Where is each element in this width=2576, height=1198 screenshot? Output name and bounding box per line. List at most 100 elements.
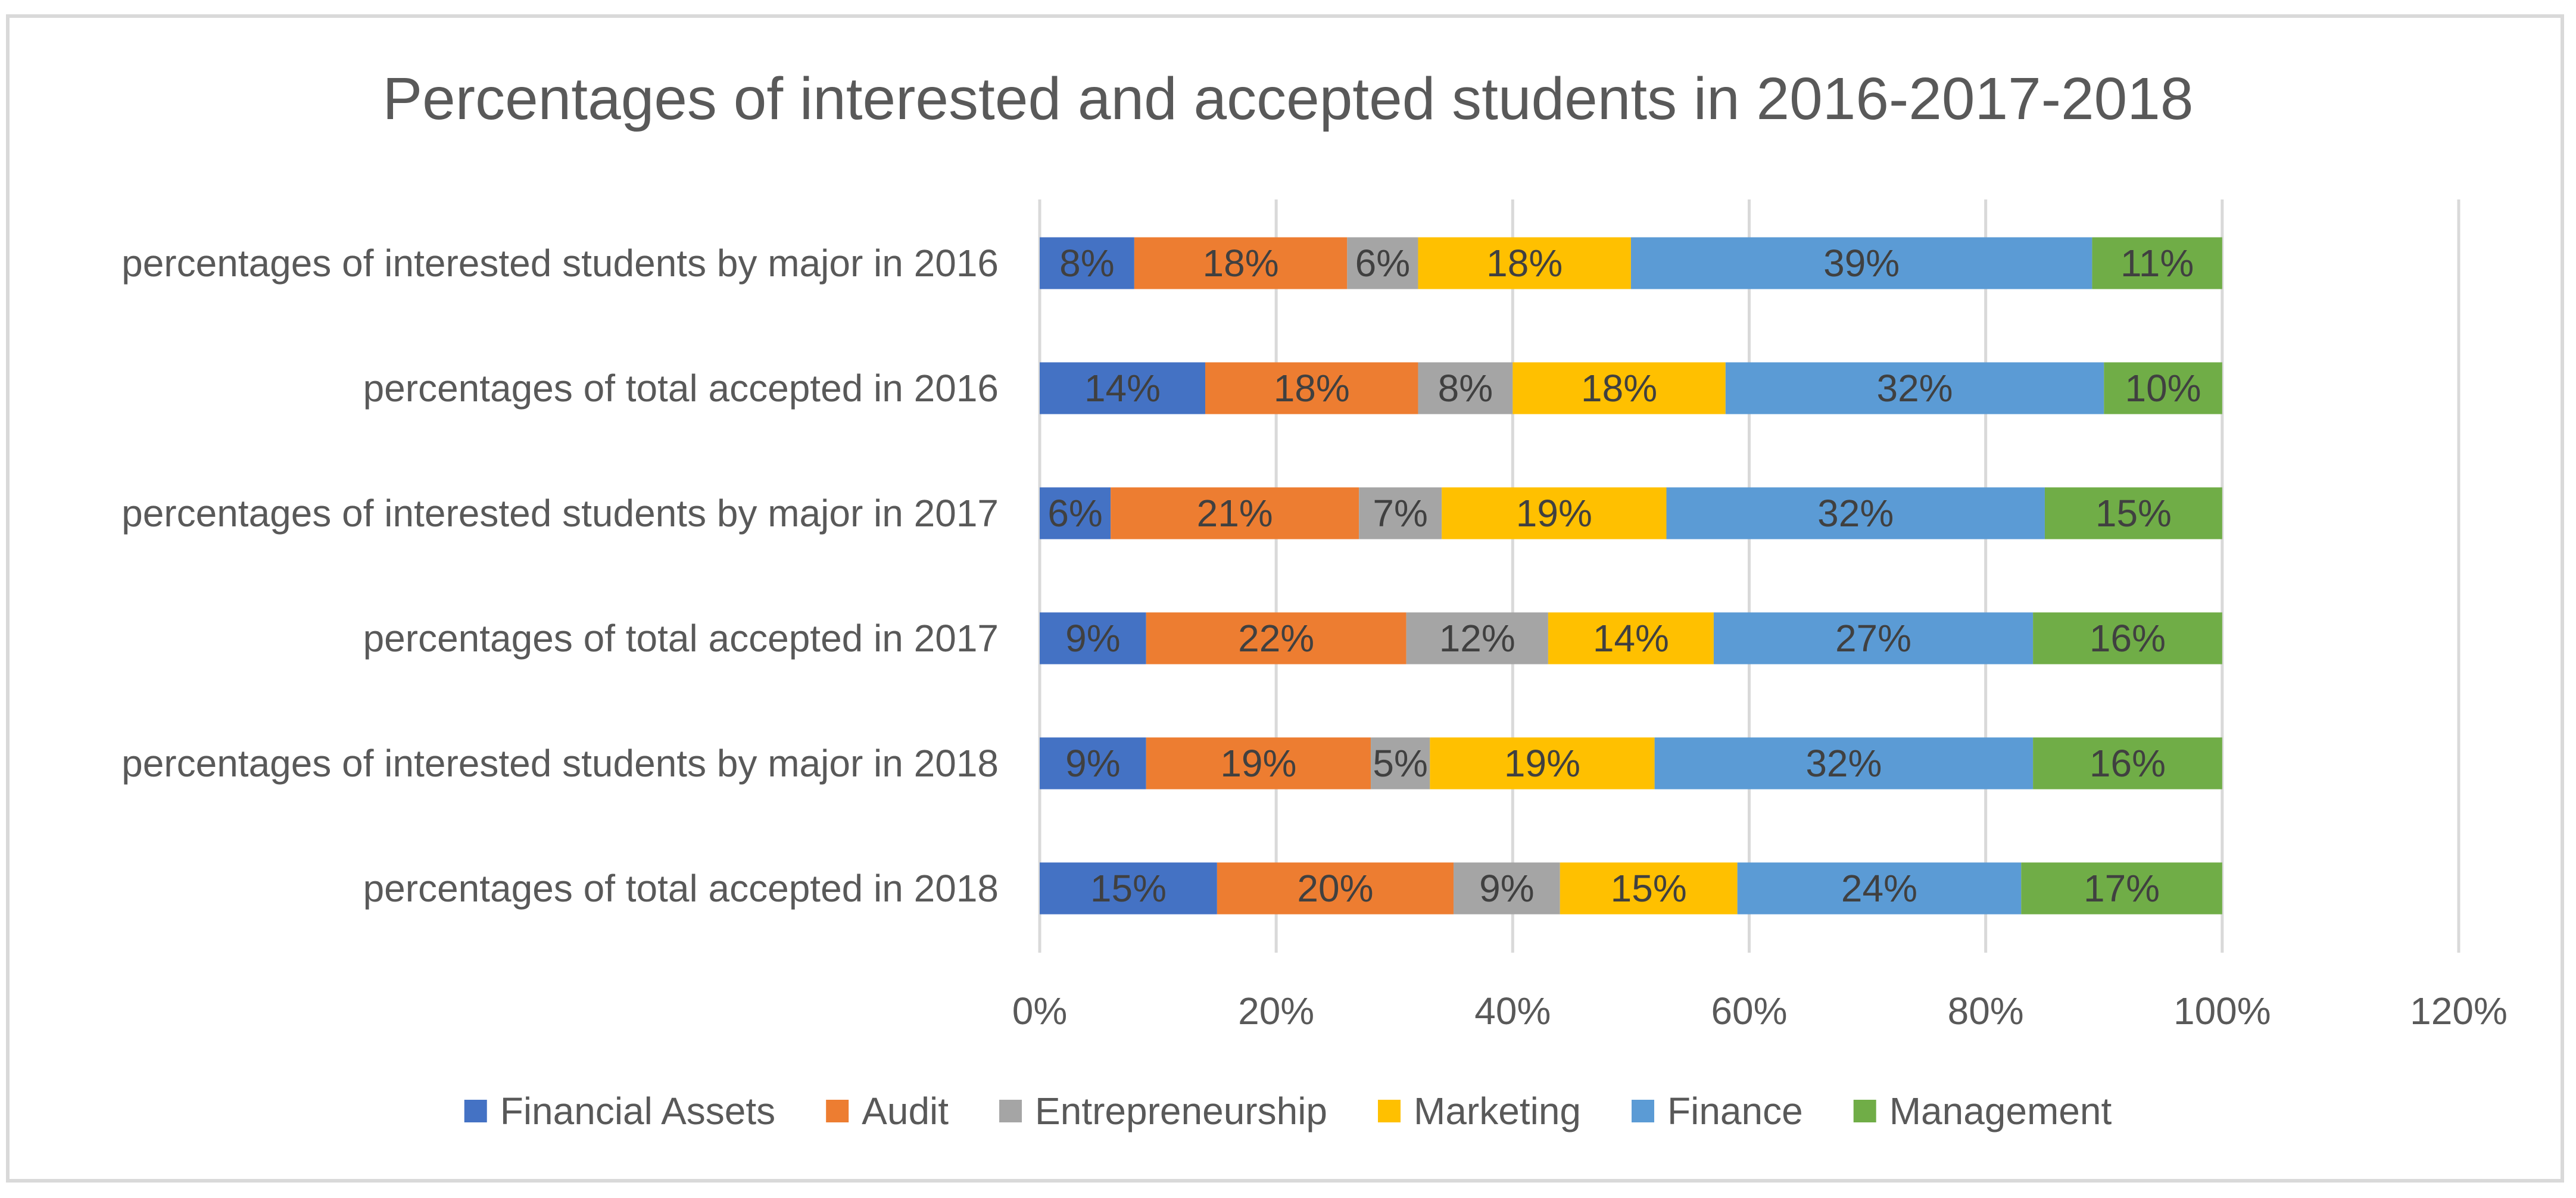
bar-segment [1418, 237, 1631, 289]
legend-swatch [464, 1100, 487, 1122]
bar-segment [1713, 612, 2034, 664]
bar-segment [1442, 487, 1667, 539]
data-label: 19% [1504, 742, 1580, 785]
category-label: percentages of total accepted in 2016 [363, 367, 999, 410]
data-label: 24% [1841, 867, 1917, 910]
bar-segment [1666, 487, 2045, 539]
data-label: 39% [1823, 242, 1900, 285]
bar-segment [2033, 737, 2222, 790]
category-label: percentages of interested students by ma… [121, 742, 999, 785]
bar-segment [2033, 612, 2222, 664]
bar-segment [1454, 862, 1560, 915]
category-label: percentages of interested students by ma… [121, 492, 999, 535]
bar-segment [1040, 237, 1134, 289]
legend-swatch [826, 1100, 849, 1122]
gridlines [1038, 199, 2460, 953]
bar-segment [1040, 737, 1146, 790]
bar-segment [1737, 862, 2022, 915]
data-label: 15% [2095, 492, 2172, 535]
chart-frame [6, 14, 2564, 1183]
legend-entry: Financial Assets [500, 1090, 775, 1133]
x-axis-tick-labels: 0% 20% 40% 60% 80% 100% 120% [1012, 990, 2508, 1032]
data-label: 32% [1876, 367, 1953, 410]
data-label: 11% [2120, 242, 2194, 285]
data-label: 21% [1197, 492, 1273, 535]
x-tick-label: 60% [1711, 990, 1787, 1032]
data-label: 6% [1355, 242, 1411, 285]
data-label: 19% [1220, 742, 1296, 785]
data-label: 17% [2084, 867, 2160, 910]
data-label: 15% [1611, 867, 1687, 910]
bar-segment [2104, 362, 2222, 414]
data-label: 32% [1817, 492, 1894, 535]
data-label: 22% [1238, 617, 1314, 660]
legend-swatch [999, 1100, 1022, 1122]
category-label: percentages of total accepted in 2018 [363, 867, 999, 910]
data-label: 20% [1297, 867, 1373, 910]
x-tick-label: 100% [2173, 990, 2271, 1032]
bar-segment [1040, 487, 1111, 539]
data-label: 10% [2125, 367, 2201, 410]
bar-segment [1146, 737, 1371, 790]
data-label: 18% [1581, 367, 1657, 410]
data-label: 18% [1274, 367, 1350, 410]
bar-segment [1512, 362, 1726, 414]
category-label: percentages of interested students by ma… [121, 242, 999, 285]
data-label: 15% [1090, 867, 1167, 910]
data-label: 27% [1835, 617, 1911, 660]
bar-segment [1040, 612, 1146, 664]
data-label: 8% [1059, 242, 1115, 285]
legend-swatch [1632, 1100, 1655, 1122]
x-tick-label: 120% [2410, 990, 2508, 1032]
legend-entry: Management [1889, 1090, 2112, 1133]
chart-title: Percentages of interested and accepted s… [382, 65, 2193, 132]
x-tick-label: 20% [1238, 990, 1314, 1032]
bar-segment [1630, 237, 2092, 289]
legend-entry: Finance [1667, 1090, 1803, 1133]
bar-segment [1430, 737, 1655, 790]
bar-segment [1217, 862, 1454, 915]
bar-segment [1560, 862, 1738, 915]
bar-segment [1371, 737, 1430, 790]
bar-segment [1040, 862, 1217, 915]
x-tick-label: 80% [1948, 990, 2024, 1032]
data-label: 14% [1593, 617, 1669, 660]
category-labels: percentages of interested students by ma… [121, 242, 999, 910]
data-label: 5% [1373, 742, 1428, 785]
legend-swatch [1378, 1100, 1401, 1122]
legend-swatch [1853, 1100, 1876, 1122]
bar-segment [1359, 487, 1442, 539]
data-label: 9% [1479, 867, 1535, 910]
bar-segment [2044, 487, 2222, 539]
category-label: percentages of total accepted in 2017 [363, 617, 999, 660]
bar-segment [2021, 862, 2222, 915]
bars: 8% 18% 6% 18% 39% 11% 14% 18% 8% 18% 32% 10% 6% 21% 7%… [1040, 237, 2222, 915]
x-tick-label: 0% [1012, 990, 1068, 1032]
bar-segment [1548, 612, 1714, 664]
legend-entry: Marketing [1414, 1090, 1581, 1133]
data-label: 16% [2090, 617, 2166, 660]
data-label: 9% [1065, 742, 1121, 785]
data-label: 18% [1486, 242, 1563, 285]
bar-segment [1111, 487, 1359, 539]
bar-segment [1040, 362, 1206, 414]
data-label: 6% [1047, 492, 1103, 535]
x-tick-label: 40% [1474, 990, 1551, 1032]
data-label: 8% [1438, 367, 1493, 410]
data-label: 14% [1084, 367, 1161, 410]
data-label: 18% [1203, 242, 1279, 285]
bar-segment [1205, 362, 1418, 414]
data-label: 19% [1516, 492, 1592, 535]
bar-segment [1134, 237, 1348, 289]
legend: Financial Assets Audit Entrepreneurship Mar… [464, 1090, 2112, 1133]
data-label: 7% [1373, 492, 1428, 535]
legend-entry: Entrepreneurship [1035, 1090, 1327, 1133]
bar-segment [1725, 362, 2104, 414]
data-label: 9% [1065, 617, 1121, 660]
legend-entry: Audit [862, 1090, 949, 1133]
bar-segment [1146, 612, 1406, 664]
bar-segment [1406, 612, 1548, 664]
bar-segment [2092, 237, 2222, 289]
data-label: 16% [2090, 742, 2166, 785]
